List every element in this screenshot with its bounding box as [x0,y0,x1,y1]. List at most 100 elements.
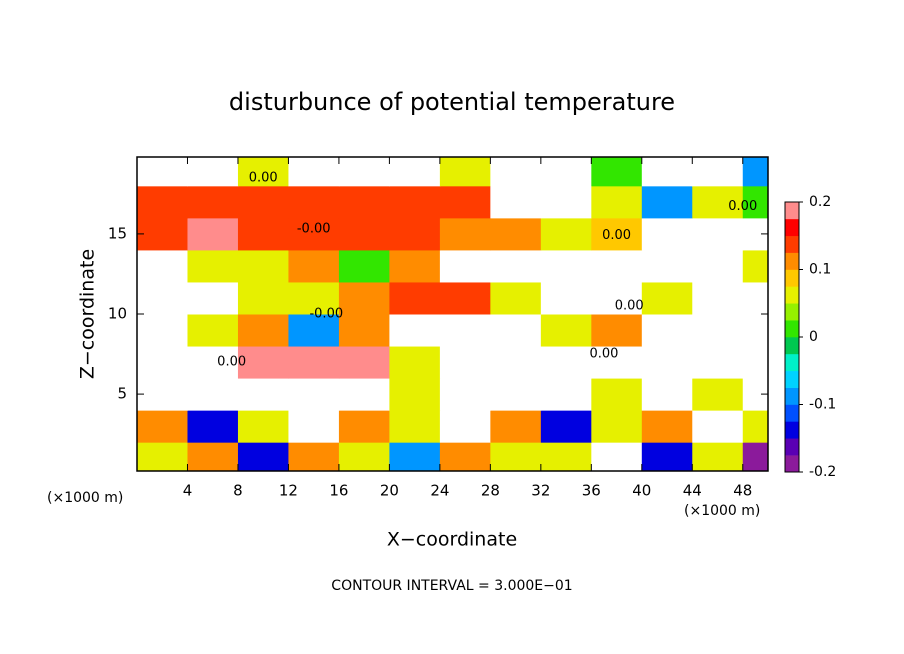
field-cell [490,157,542,187]
field-cell [338,314,390,347]
field-cell [591,185,643,219]
field-cell [490,249,542,283]
x-tick-label: 48 [733,482,752,500]
contour-label: 0.00 [728,199,757,214]
field-cell [692,314,744,347]
field-cell [439,410,491,443]
field-cell [641,249,693,283]
field-cell [591,410,643,443]
field-cell [641,281,693,315]
field-cell [288,185,340,219]
colorbar-segment [785,438,799,456]
field-cell [187,249,239,283]
field-cell [540,185,592,219]
field-cell [540,249,592,283]
field-cell [540,442,592,471]
colorbar-segment [785,387,799,405]
field-cell [237,346,289,379]
colorbar-segment [785,286,799,304]
field-cell [540,378,592,411]
field-cell [389,185,441,219]
x-tick-label: 36 [582,482,601,500]
field-cell [692,378,744,411]
field-cell [237,217,289,251]
y-tick-label: 15 [108,224,127,242]
field-cell [439,217,491,251]
field-cell [187,410,239,443]
field-cell [692,410,744,443]
field-cell [389,249,441,283]
field-cell [641,314,693,347]
field-cell [641,217,693,251]
field-cell [490,281,542,315]
field-cell [540,157,592,187]
field-cell [439,249,491,283]
chart-title: disturbunce of potential temperature [229,88,675,116]
x-tick-label: 16 [329,482,348,500]
field-cell [137,217,188,251]
field-cell [692,346,744,379]
field-cell [237,378,289,411]
x-tick-label: 28 [481,482,500,500]
field-cell [389,314,441,347]
field-cell [338,378,390,411]
field-cell [591,249,643,283]
colorbar-tick-label: 0.1 [809,262,831,278]
contour-labels: 0.00 -0.00 0.00 0.00 -0.00 0.00 0.00 0.00 [217,170,757,369]
field-cell [288,314,340,347]
field-cell [641,346,693,379]
field-cell [237,314,289,347]
contour-label: 0.00 [249,170,278,185]
field-cell [692,157,744,187]
field-cell [288,281,340,315]
field-cell [288,346,340,379]
field-cell [540,281,592,315]
field-cell [187,217,239,251]
field-cell [692,249,744,283]
x-tick-label: 32 [531,482,550,500]
field-cell [389,157,441,187]
field-cell [692,281,744,315]
field-cell [237,442,289,471]
field-cell [137,346,188,379]
field-cell [187,157,239,187]
field-cell [591,442,643,471]
field-cell [338,249,390,283]
field [137,157,768,471]
field-cell [742,314,768,347]
colorbar-segment [785,370,799,388]
x-axis-label: X−coordinate [387,529,517,551]
field-cell [338,217,390,251]
colorbar-segment [785,421,799,439]
field-cell [692,217,744,251]
field-cell [237,185,289,219]
field-cell [137,281,188,315]
field-cell [137,410,188,443]
colorbar-segment [785,455,799,473]
x-tick-label: 4 [183,482,193,500]
field-cell [490,217,542,251]
field-cell [338,410,390,443]
contour-label: 0.00 [602,228,631,243]
field-cell [591,157,643,187]
y-tick-label: 5 [117,385,127,403]
field-cell [540,410,592,443]
field-cell [490,346,542,379]
field-cell [692,442,744,471]
field-cell [641,157,693,187]
colorbar-tick-label: -0.2 [809,464,836,480]
field-cell [389,410,441,443]
field-cell [338,157,390,187]
field-cell [237,281,289,315]
field-cell [389,217,441,251]
field-cell [187,346,239,379]
field-cell [439,314,491,347]
field-cell [641,442,693,471]
field-cell [288,249,340,283]
x-tick-label: 8 [233,482,243,500]
field-cell [742,185,768,219]
y-axis-label: Z−coordinate [77,249,99,379]
field-cell [288,410,340,443]
x-tick-label: 12 [279,482,298,500]
